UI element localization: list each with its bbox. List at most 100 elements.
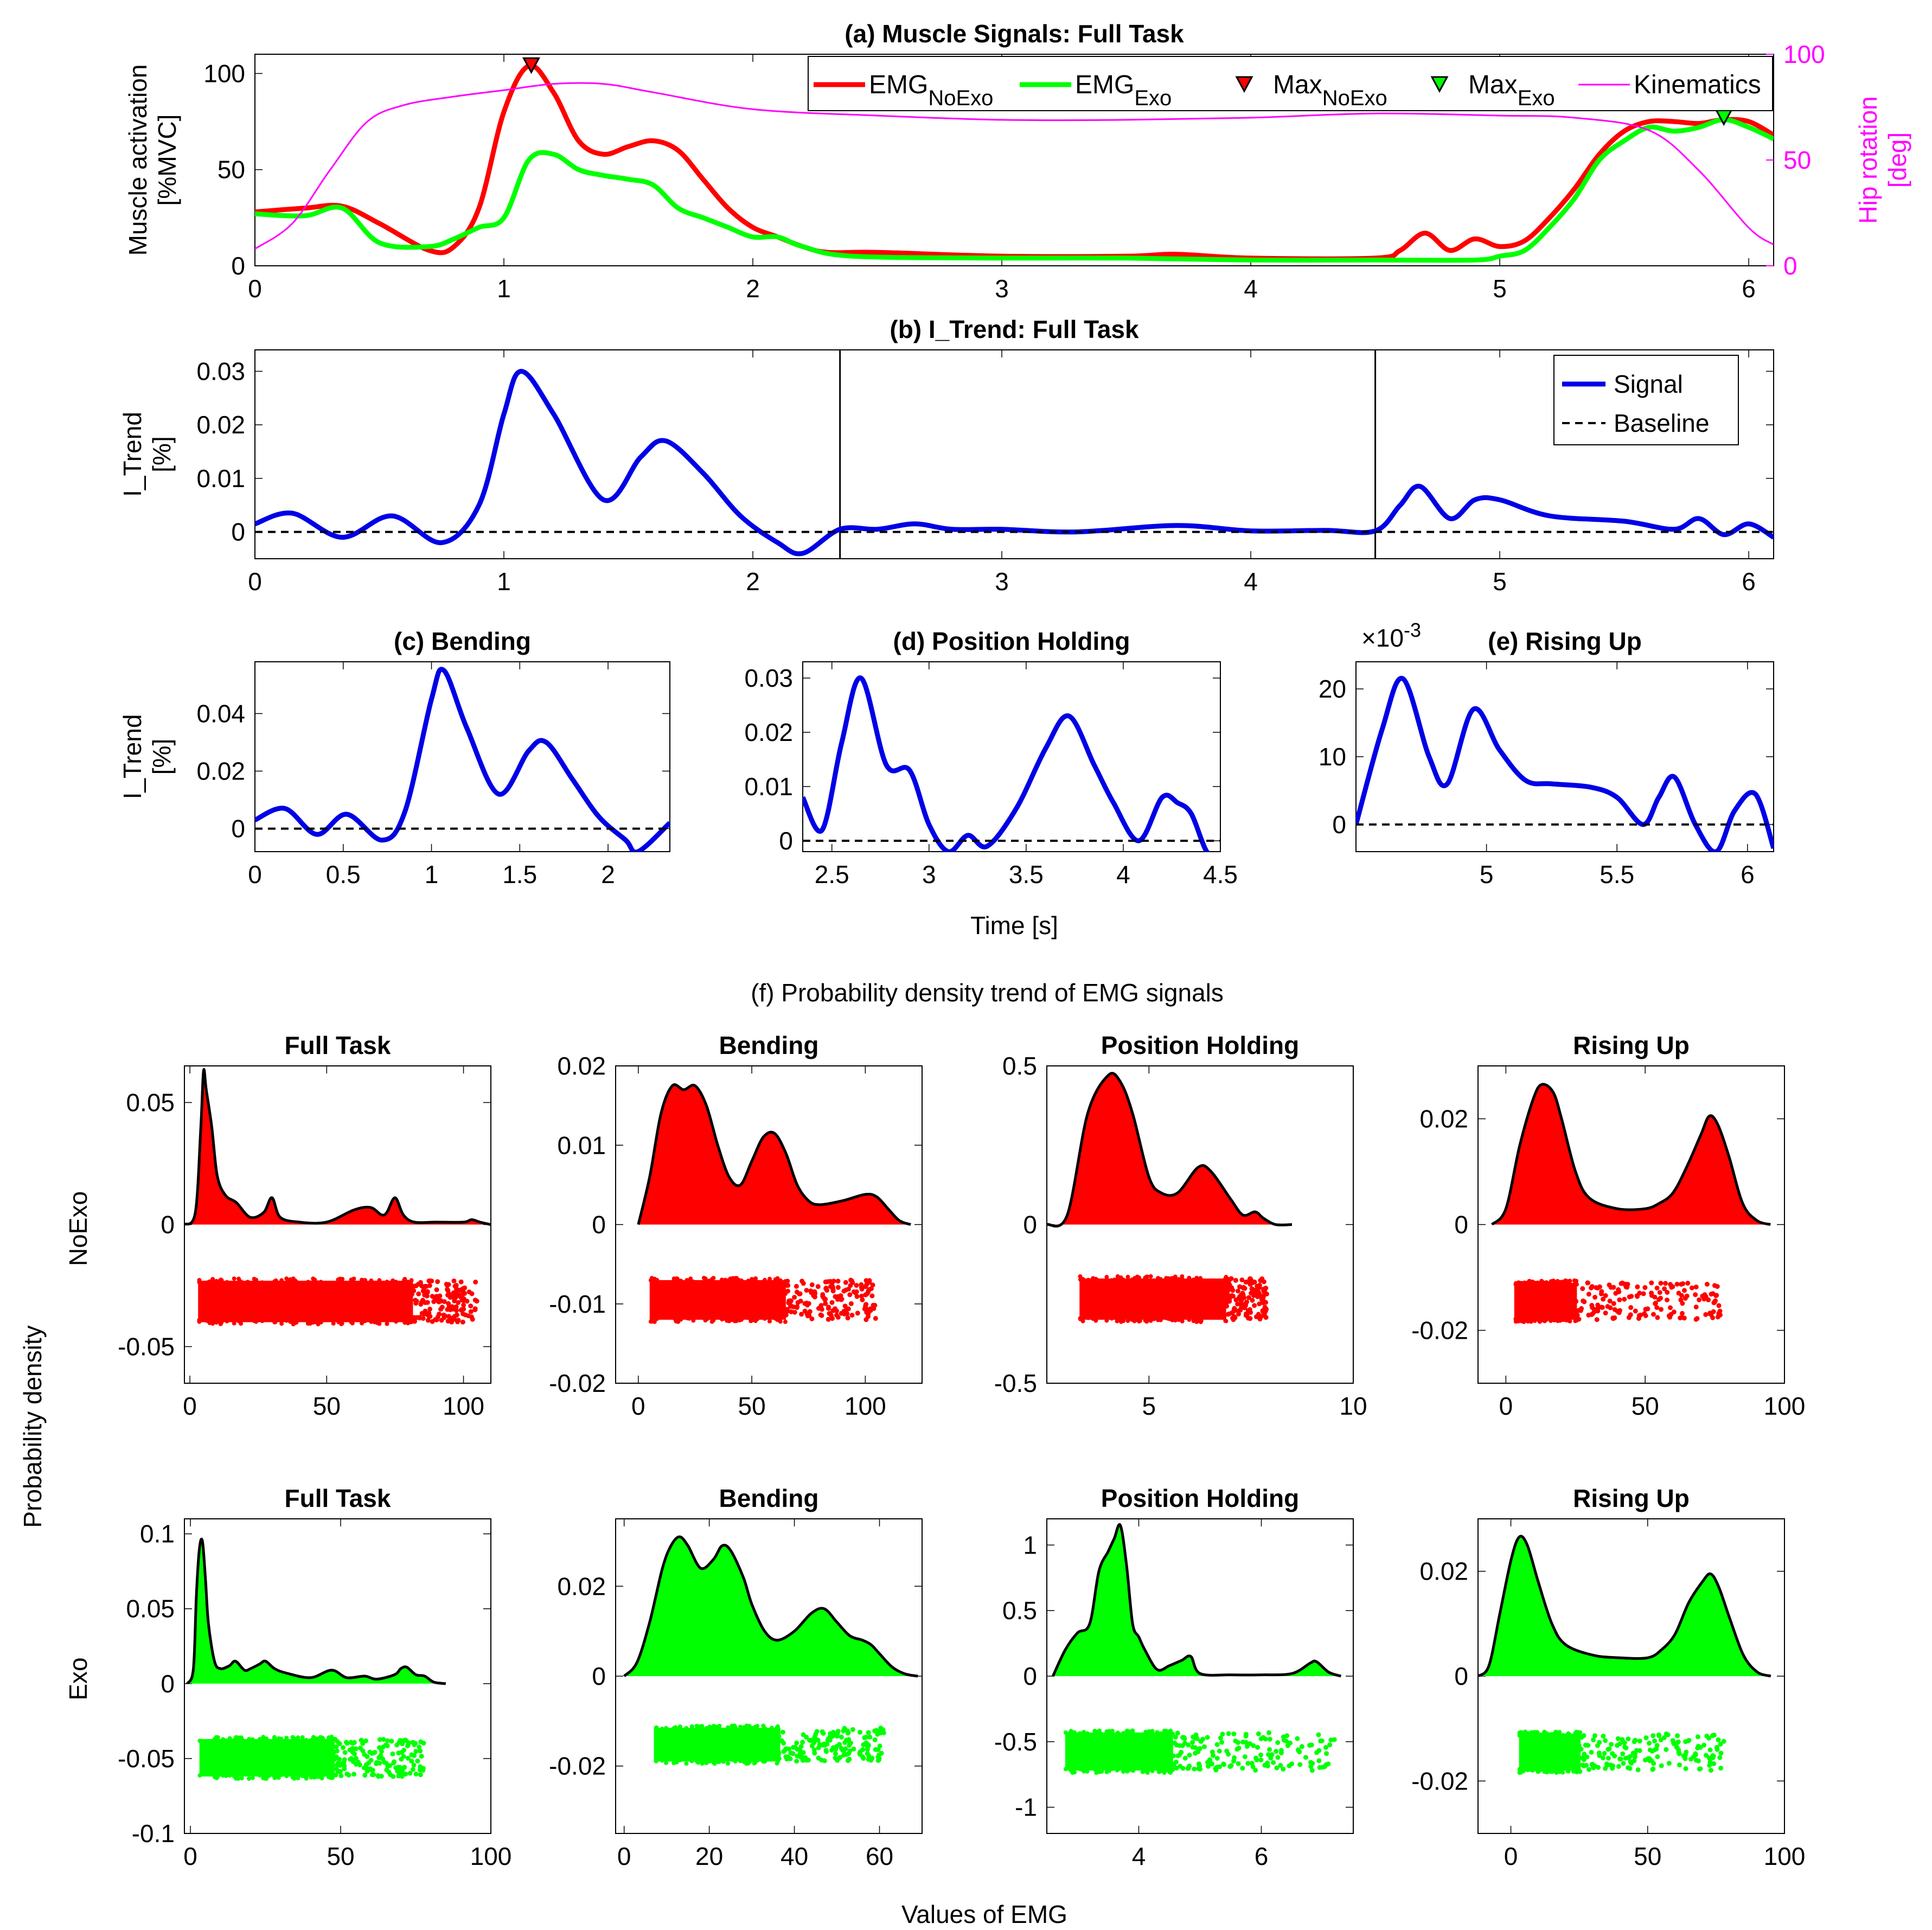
scatter-point [1206, 1763, 1211, 1769]
scatter-point [447, 1295, 453, 1300]
scatter-point [245, 1280, 250, 1284]
time-axis-label: Time [s] [970, 911, 1058, 940]
scatter-point [775, 1726, 779, 1730]
y-tick-label: 0 [161, 1211, 175, 1239]
scatter-point [773, 1740, 778, 1745]
scatter-point [1232, 1315, 1238, 1320]
scatter-point [1524, 1318, 1528, 1322]
scatter-point [1168, 1770, 1173, 1775]
scatter-point [1232, 1308, 1237, 1313]
scatter-point [410, 1292, 414, 1297]
scatter-point [1243, 1313, 1249, 1318]
scatter-point [1219, 1301, 1224, 1306]
x-tick-label: 6 [1742, 274, 1756, 303]
scatter-point [1647, 1741, 1652, 1746]
scatter-point [1574, 1729, 1579, 1734]
y-tick-label: -0.02 [549, 1369, 606, 1397]
scatter-point [303, 1774, 308, 1779]
scatter-point [1299, 1744, 1304, 1749]
scatter-point [703, 1280, 708, 1284]
legend-marker [1235, 76, 1253, 93]
scatter-point [1586, 1292, 1591, 1297]
scatter-point [385, 1321, 389, 1326]
scatter-point [873, 1316, 878, 1321]
scatter-point [686, 1316, 690, 1321]
y-scale-exponent: -3 [1404, 619, 1421, 641]
scatter-point [767, 1276, 772, 1281]
marker-max-noexo [522, 57, 541, 74]
scatter-point [1668, 1312, 1674, 1317]
scatter-point [1668, 1282, 1673, 1287]
scatter-point [396, 1773, 401, 1779]
scatter-point [341, 1745, 346, 1750]
scatter-point [381, 1737, 386, 1742]
scatter-point [427, 1314, 433, 1319]
scatter-dense-block [654, 1728, 781, 1762]
scatter-point [652, 1319, 657, 1324]
scatter-point [412, 1753, 417, 1758]
scatter-point [1560, 1770, 1565, 1775]
scatter-point [1605, 1304, 1610, 1309]
scatter-point [753, 1760, 758, 1765]
scatter-point [1700, 1293, 1705, 1299]
scatter-point [1182, 1741, 1188, 1746]
scatter-point [344, 1740, 349, 1745]
scatter-point [1170, 1731, 1175, 1736]
scatter-point [823, 1286, 829, 1290]
scatter-point [1548, 1769, 1553, 1774]
scatter-point [800, 1740, 805, 1745]
scatter-point [1226, 1312, 1231, 1317]
scatter-point [1586, 1767, 1591, 1772]
scatter-point [422, 1292, 427, 1298]
scatter-point [820, 1292, 826, 1297]
scatter-point [266, 1773, 271, 1778]
scatter-point [291, 1773, 296, 1778]
scatter-point [858, 1729, 862, 1735]
scatter-point [247, 1776, 252, 1781]
x-tick-label: 4.5 [1203, 860, 1238, 889]
scatter-point [817, 1742, 822, 1747]
density-outline [1047, 1072, 1293, 1228]
scatter-point [1649, 1280, 1654, 1286]
y-tick-label: 0.1 [140, 1520, 175, 1548]
panel-title: (e) Rising Up [1488, 627, 1642, 655]
scatter-point [1231, 1731, 1237, 1736]
scatter-point [1630, 1750, 1636, 1756]
density-area [1478, 1536, 1771, 1676]
scatter-point [236, 1276, 241, 1281]
scatter-point [1262, 1311, 1267, 1317]
scatter-point [1565, 1769, 1570, 1773]
x-tick-label: 0 [631, 1392, 645, 1420]
x-tick-label: 1 [497, 567, 511, 596]
scatter-point [377, 1278, 382, 1283]
scatter-point [260, 1280, 265, 1285]
scatter-dense-block [1519, 1734, 1581, 1771]
y2-tick-label: 0 [1783, 252, 1797, 280]
scatter-point [776, 1278, 781, 1283]
scatter-point [1526, 1731, 1531, 1736]
legend-marker [1430, 76, 1449, 93]
scatter-point [1621, 1761, 1626, 1766]
density-outline [186, 1537, 446, 1685]
scatter-point [1314, 1750, 1319, 1755]
scatter-point [1258, 1758, 1264, 1763]
y-tick-label: 0 [161, 1670, 175, 1698]
scatter-point [418, 1280, 423, 1285]
scatter-point [872, 1737, 878, 1742]
scatter-point [1655, 1315, 1660, 1320]
scatter-point [417, 1315, 422, 1321]
scatter-point [1634, 1748, 1639, 1753]
y-tick-label: -0.05 [118, 1333, 175, 1361]
scatter-point [824, 1741, 830, 1747]
scatter-point [1176, 1318, 1181, 1322]
y-axis-label: [%] [148, 436, 176, 472]
scatter-point [1650, 1733, 1656, 1739]
scatter-point [804, 1288, 809, 1293]
scatter-point [1205, 1760, 1211, 1765]
scatter-point [395, 1769, 400, 1774]
y-tick-label: 0.05 [126, 1595, 175, 1623]
scatter-point [827, 1311, 832, 1316]
scatter-point [721, 1727, 726, 1732]
scatter-point [738, 1724, 743, 1729]
scatter-point [1248, 1316, 1253, 1321]
